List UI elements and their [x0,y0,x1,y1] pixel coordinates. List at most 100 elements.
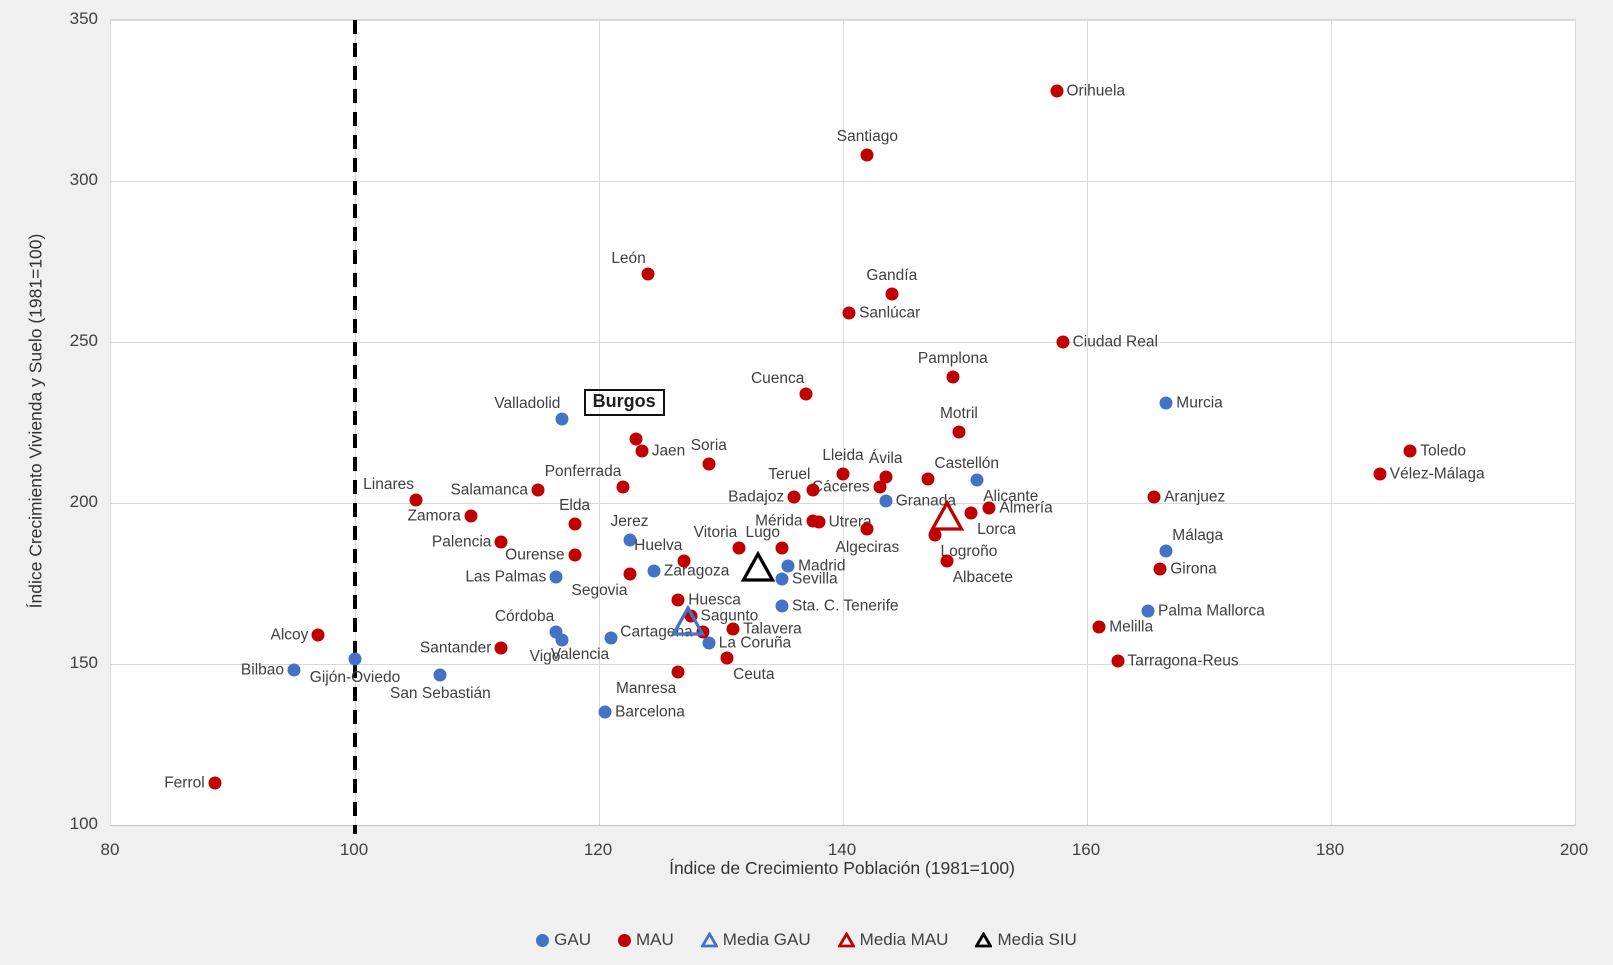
data-point-label: Málaga [1172,527,1224,545]
data-point-label: Lugo [745,524,780,542]
data-point-label: Castellón [934,454,1000,472]
data-point-utrera [812,515,826,529]
data-point-label: Valencia [550,646,610,664]
data-point-label: Gandía [866,266,918,284]
data-point-motril [952,425,966,439]
data-point-label: Cáceres [811,478,870,496]
legend-item-media-mau: Media MAU [837,930,948,950]
y-tick-label-350: 350 [69,9,98,28]
legend-triangle-icon [975,932,993,948]
data-point-le-n [641,267,655,281]
gridline-y-350 [111,20,1575,21]
data-point-algeciras [860,522,874,536]
legend-label: Media GAU [722,930,811,949]
data-point-orihuela [1050,84,1063,98]
data-point-label: Huesca [688,591,741,609]
legend-item-media-siu: Media SIU [975,930,1077,950]
data-point-label: Santander [419,639,492,657]
data-point-burgos [629,432,643,446]
data-point-jerez [623,533,636,547]
data-point-ponferrada [616,480,630,494]
data-point-label: Córdoba [494,607,555,625]
data-point-label: Salamanca [450,481,528,499]
data-point-label: Huelva [634,536,683,554]
mean-triangle-media-gau [670,604,706,636]
x-tick-label-200: 200 [1559,840,1589,859]
data-point-label: Jaen [651,442,686,460]
data-point-label: Ciudad Real [1072,333,1158,351]
data-point-label: Madrid [798,557,846,575]
data-point-label: Pamplona [917,350,988,368]
data-point-label: Cuenca [750,369,805,387]
data-point-label: Sanlúcar [859,304,921,322]
legend-triangle-icon [837,932,855,948]
gridline-y-250 [111,342,1575,343]
data-point-label: Soria [690,437,727,455]
data-point-label: Vigo [529,647,561,665]
data-point-label: Palma Mallorca [1158,602,1265,620]
mean-triangle-media-mau [929,499,964,531]
data-point-label: Almería [999,499,1053,517]
data-point-albacete [940,554,954,568]
y-tick-label-250: 250 [69,331,98,350]
data-point-label: Palencia [431,533,492,551]
data-point-manresa [671,665,685,679]
x-axis-line [111,825,1575,826]
y-tick-label-100: 100 [69,814,98,833]
data-point-label: Sta. C. Tenerife [792,597,899,615]
x-tick-label-80: 80 [100,840,120,859]
data-point-alcoy [311,628,325,642]
data-point-label: Teruel [768,466,811,484]
data-point-valencia [604,631,618,645]
data-point-sevilla [775,572,789,586]
data-point-gand-a [885,287,899,301]
legend-item-media-gau: Media GAU [700,930,811,950]
gridline-y-200 [111,503,1575,504]
legend-label: MAU [636,930,674,949]
data-point-teruel [806,483,819,497]
gridline-x-200 [1575,20,1576,825]
data-point-sta-c-tenerife [775,599,789,613]
data-point-label: Logroño [940,543,998,561]
y-axis-title: Índice Crecimiento Vivienda y Suelo (198… [25,233,46,609]
data-point-label: Vélez-Málaga [1389,465,1485,483]
data-point-label: Girona [1170,560,1217,578]
data-point-label: Alcoy [270,626,309,644]
data-point-huelva [677,554,691,568]
data-point-sanl-car [842,306,856,320]
data-point-las-palmas [549,570,563,584]
data-point-label: Zamora [407,507,461,525]
data-point-label: Jerez [610,512,649,530]
legend-triangle-icon [700,932,718,948]
x-tick-label-100: 100 [339,840,369,859]
data-point-madrid [781,559,795,573]
x-tick-label-160: 160 [1071,840,1101,859]
data-point-label: Aranjuez [1164,488,1226,506]
plot-area: Valladolid Murcia Alicante Granada Jerez Mála… [110,19,1576,834]
data-point-label: Mérida [755,512,803,530]
data-point-c-ceres [873,480,887,494]
data-point-label: Motril [939,405,978,423]
data-point-label: Sevilla [792,570,838,588]
data-point-label: Alicante [983,488,1039,506]
data-point-label: Ponferrada [544,462,622,480]
y-tick-label-300: 300 [69,170,98,189]
gridline-x-180 [1331,20,1332,825]
data-point-vitoria [732,541,746,555]
data-point-cuenca [799,387,813,401]
data-point-soria [702,457,716,471]
y-tick-label-150: 150 [69,653,98,672]
data-point-almer-a [982,501,996,515]
x-tick-label-120: 120 [583,840,613,859]
data-point-castell-n [921,472,935,486]
reference-dashed-line [352,20,358,834]
data-point-label: Elda [559,496,591,514]
data-point-label: Cartagena [620,623,693,641]
highlighted-city-label-burgos: Burgos [583,388,665,416]
data-point-elda [568,517,582,531]
data-point-label: Gijón-Oviedo [309,669,401,687]
data-point-label: Ávila [868,450,903,468]
data-point-ourense [568,548,582,562]
data-point-lugo [775,541,789,555]
